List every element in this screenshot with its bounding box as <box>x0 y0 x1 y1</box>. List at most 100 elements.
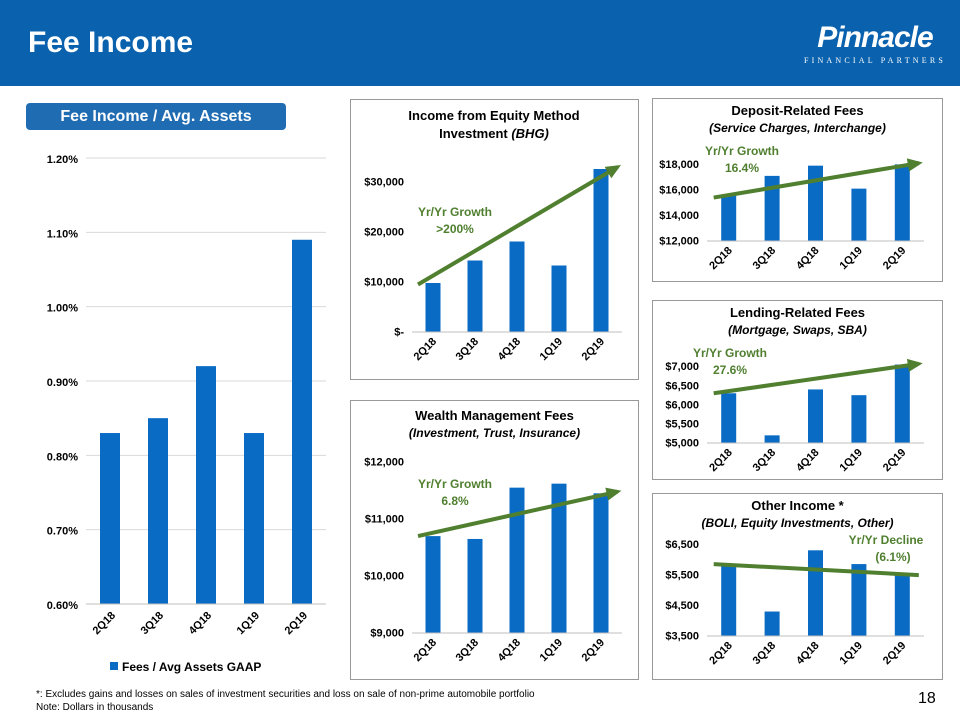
page-title: Fee Income <box>28 26 194 59</box>
x-tick-label: 4Q18 <box>496 637 524 665</box>
x-tick-label: 1Q19 <box>538 336 566 364</box>
deposit-panel <box>652 98 943 282</box>
bar-2q18 <box>425 283 441 332</box>
bar-2q19 <box>593 169 609 332</box>
chart-subtitle: (Investment, Trust, Insurance) <box>409 426 580 440</box>
y-tick-label: 1.10% <box>47 228 78 240</box>
page-number: 18 <box>918 690 936 707</box>
fee-assets-header: Fee Income / Avg. Assets <box>26 103 286 130</box>
legend-swatch <box>110 662 118 670</box>
wealth-chart: Wealth Management Fees (Investment, Trust… <box>364 408 622 665</box>
deposit-chart: Deposit-Related Fees (Service Charges, In… <box>659 103 924 273</box>
chart-title-line2: Investment (BHG) <box>439 126 549 141</box>
x-tick-label: 1Q19 <box>837 640 865 668</box>
bar-2q18 <box>721 564 737 636</box>
bar-3q18 <box>764 175 780 241</box>
x-tick-label: 2Q19 <box>881 640 909 668</box>
equity-chart: Income from Equity Method Investment (BHG… <box>364 108 622 364</box>
y-tick-label: $- <box>394 327 404 339</box>
y-tick-label: $11,000 <box>365 514 404 526</box>
growth-annotation-value: 16.4% <box>725 161 759 175</box>
x-tick-label: 1Q19 <box>837 447 865 475</box>
trend-arrowhead <box>906 358 923 372</box>
y-tick-label: 0.80% <box>47 451 78 463</box>
x-tick-label: 4Q18 <box>187 610 215 638</box>
trend-line <box>713 562 919 578</box>
bar-4q18 <box>509 487 525 633</box>
bar-2q19 <box>894 574 910 636</box>
trend-arrowhead <box>604 164 621 179</box>
x-tick-label: 2Q18 <box>707 640 735 668</box>
y-tick-label: 0.90% <box>47 377 78 389</box>
y-tick-label: 1.00% <box>47 303 78 315</box>
footnotes: *: Excludes gains and losses on sales of… <box>36 688 535 714</box>
chart-title-main: Investment <box>439 126 511 141</box>
y-tick-label: $7,000 <box>665 361 699 373</box>
y-tick-label: $12,000 <box>364 457 404 469</box>
pinnacle-logo: Pinnacle FINANCIAL PARTNERS <box>800 22 950 72</box>
trend-line <box>417 489 618 539</box>
y-tick-label: $12,000 <box>659 236 699 248</box>
growth-annotation-value: >200% <box>436 222 474 236</box>
x-tick-label: 2Q18 <box>91 610 119 638</box>
chart-subtitle: (Service Charges, Interchange) <box>709 121 886 135</box>
bar-4q18 <box>808 550 823 636</box>
trend-line <box>713 361 920 396</box>
x-tick-label: 2Q19 <box>580 336 608 364</box>
bar-3q18 <box>148 418 168 604</box>
chart-subtitle: (Mortgage, Swaps, SBA) <box>728 323 867 337</box>
trend-arrowhead <box>906 158 923 172</box>
x-tick-label: 1Q19 <box>538 637 566 665</box>
y-tick-label: $3,500 <box>665 631 699 643</box>
x-tick-label: 2Q19 <box>881 447 909 475</box>
y-tick-label: $6,500 <box>665 539 699 551</box>
other-panel <box>652 493 943 680</box>
x-tick-label: 2Q18 <box>707 447 735 475</box>
x-tick-label: 3Q18 <box>454 637 482 665</box>
lending-panel <box>652 300 943 480</box>
bar-2q18 <box>721 393 737 443</box>
bar-1q19 <box>551 483 567 633</box>
y-tick-label: $30,000 <box>364 177 404 189</box>
bar-3q18 <box>764 435 780 443</box>
x-tick-label: 2Q18 <box>707 245 735 273</box>
chart-title: Wealth Management Fees <box>415 408 574 423</box>
chart-title: Other Income * <box>751 498 844 513</box>
bar-2q19 <box>292 239 312 604</box>
y-tick-label: $20,000 <box>364 227 404 239</box>
x-tick-label: 1Q19 <box>837 245 865 273</box>
x-tick-label: 4Q18 <box>794 640 822 668</box>
trend-arrowhead <box>605 487 622 501</box>
growth-annotation-value: (6.1%) <box>875 550 910 564</box>
bar-2q18 <box>721 195 737 241</box>
trend-line <box>713 161 920 200</box>
y-tick-label: 0.70% <box>47 526 78 538</box>
chart-title: Deposit-Related Fees <box>731 103 863 118</box>
chart-title: Income from Equity Method <box>408 108 579 123</box>
bar-2q18 <box>425 536 441 633</box>
bar-3q18 <box>467 538 483 633</box>
fee-assets-chart: 0.60% 0.70% 0.80% 0.90% 1.00% 1.10% 1.20% 2Q18 3… <box>47 154 326 674</box>
bar-4q18 <box>509 241 525 332</box>
y-tick-label: 1.20% <box>47 154 78 166</box>
bar-2q19 <box>894 364 910 443</box>
x-tick-label: 3Q18 <box>751 245 779 273</box>
bar-3q18 <box>467 260 483 332</box>
x-tick-label: 3Q18 <box>454 336 482 364</box>
y-tick-label: $10,000 <box>364 277 404 289</box>
chart-title-italic: (BHG) <box>511 126 549 141</box>
bar-4q18 <box>808 389 823 443</box>
growth-annotation-label: Yr/Yr Growth <box>418 477 492 491</box>
logo-wordmark: Pinnacle <box>817 21 933 54</box>
x-tick-label: 4Q18 <box>496 336 524 364</box>
footnote-exclusions: *: Excludes gains and losses on sales of… <box>36 689 535 700</box>
header-bar: Fee Income Pinnacle FINANCIAL PARTNERS <box>0 0 960 86</box>
x-tick-label: 1Q19 <box>235 610 263 638</box>
x-tick-label: 2Q19 <box>580 637 608 665</box>
x-tick-label: 2Q19 <box>283 610 311 638</box>
y-tick-label: $16,000 <box>659 185 699 197</box>
footnote-units: Note: Dollars in thousands <box>36 702 154 713</box>
x-tick-label: 2Q18 <box>412 637 440 665</box>
bar-3q18 <box>764 611 780 636</box>
bar-1q19 <box>851 188 867 241</box>
